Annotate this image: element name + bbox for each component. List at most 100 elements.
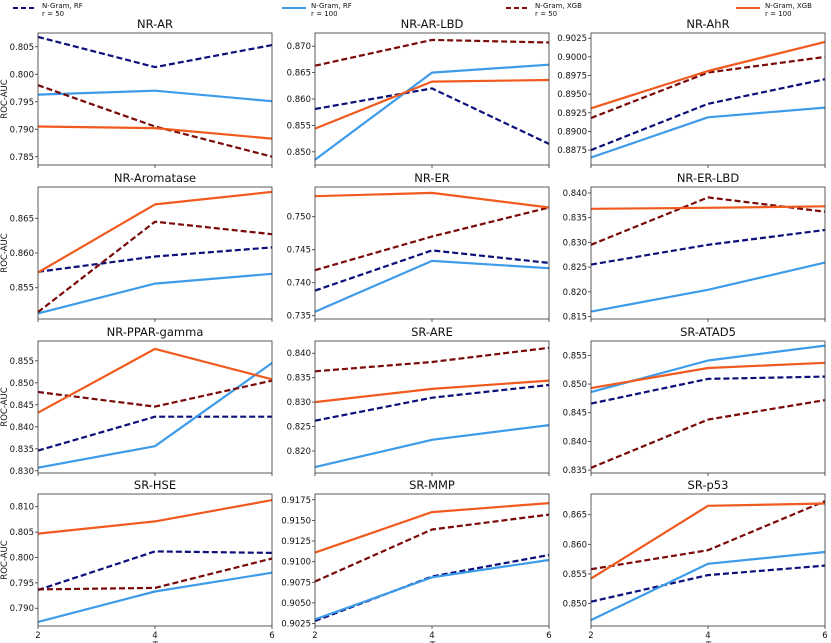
y-tick-label: 0.9025 <box>281 620 311 630</box>
subplot-nr-ppar-gamma: NR-PPAR-gamma 0.830 0.835 0.840 0.845 0.850 0.… <box>0 325 273 477</box>
series-line <box>37 379 273 408</box>
legend-label: N-Gram, XGB <box>765 2 812 10</box>
series-line <box>37 415 272 452</box>
series-line <box>37 125 273 140</box>
series-line <box>37 89 273 103</box>
y-axis-label: ROC-AUC <box>0 79 10 118</box>
y-tick-label: 0.9100 <box>281 558 311 568</box>
y-tick-label: 0.8950 <box>557 90 587 100</box>
y-tick-label: 0.8925 <box>557 109 587 119</box>
y-tick-label: 0.835 <box>287 374 311 384</box>
series-line <box>590 40 826 110</box>
x-tick-label: 6 <box>269 631 274 641</box>
y-tick-label: 0.840 <box>287 349 311 359</box>
subplot-nr-ar-lbd: NR-AR-LBD 0.850 0.855 0.860 0.865 0.870 <box>287 17 550 168</box>
series-line <box>37 571 273 623</box>
y-axis-label: ROC-AUC <box>0 540 10 579</box>
subplot-sr-are: SR-ARE 0.820 0.825 0.830 0.835 0.840 <box>287 325 550 476</box>
legend-sub: r = 100 <box>765 10 792 18</box>
series-line <box>37 35 273 69</box>
x-tick-label: 4 <box>705 631 710 641</box>
y-tick-label: 0.855 <box>563 570 587 580</box>
y-tick-label: 0.825 <box>287 423 311 433</box>
y-axis-label: ROC-AUC <box>0 233 10 272</box>
subplot-title: NR-AhR <box>686 17 729 31</box>
series-line <box>314 38 550 67</box>
series-line <box>590 375 826 405</box>
series-line <box>314 383 550 422</box>
legend-sub: r = 50 <box>535 10 558 18</box>
series-line <box>37 347 273 414</box>
series-line <box>314 206 550 272</box>
subplot-title: SR-ARE <box>411 325 453 339</box>
x-axis-label: T <box>152 641 159 643</box>
y-tick-label: 0.840 <box>563 189 587 199</box>
legend-label: N-Gram, RF <box>311 2 352 10</box>
series-line <box>590 55 826 120</box>
y-tick-label: 0.840 <box>563 437 587 447</box>
x-axis-label: T <box>429 641 436 643</box>
series-line <box>37 550 273 592</box>
y-tick-label: 0.835 <box>563 214 587 224</box>
series-line <box>590 500 826 571</box>
y-tick-label: 0.800 <box>10 70 34 80</box>
legend-swatch-rf-50 <box>13 7 37 9</box>
series-line <box>314 558 550 621</box>
y-tick-label: 0.860 <box>10 249 34 259</box>
legend-label: N-Gram, RF <box>42 2 83 10</box>
x-tick-label: 4 <box>152 631 157 641</box>
series-line <box>590 564 826 603</box>
y-tick-label: 0.820 <box>287 447 311 457</box>
plot-frame <box>314 32 550 166</box>
y-tick-label: 0.865 <box>563 511 587 521</box>
series-line <box>590 78 826 152</box>
subplot-title: SR-MMP <box>409 478 455 492</box>
series-line <box>314 424 550 469</box>
series-line <box>314 63 550 161</box>
series-line <box>37 84 273 158</box>
legend-swatch-xgb-50 <box>506 7 530 9</box>
y-tick-label: 0.9050 <box>281 599 311 609</box>
series-line <box>590 196 826 246</box>
subplot-nr-ar: NR-AR 0.785 0.790 0.795 0.800 0.805 ROC-AUC <box>0 17 273 168</box>
subplot-title: NR-AR-LBD <box>401 17 464 31</box>
plot-frame <box>314 186 550 320</box>
subplot-sr-p53: SR-p53 0.850 0.855 0.860 0.865 2 4 6 T <box>563 478 828 643</box>
y-tick-label: 0.855 <box>10 357 34 367</box>
plot-frame <box>590 493 826 627</box>
series-line <box>590 261 826 313</box>
series-line <box>37 246 273 273</box>
y-tick-label: 0.740 <box>287 279 311 289</box>
series-line <box>314 379 550 404</box>
y-tick-label: 0.815 <box>563 313 587 323</box>
series-line <box>314 87 550 145</box>
series-line <box>590 205 826 210</box>
y-tick-label: 0.865 <box>287 69 311 79</box>
series-line <box>590 550 826 622</box>
series-line <box>590 399 826 469</box>
series-line <box>37 190 273 274</box>
subplot-nr-er: NR-ER 0.735 0.740 0.745 0.750 <box>287 171 550 322</box>
y-tick-label: 0.850 <box>287 148 311 158</box>
y-tick-label: 0.790 <box>10 604 34 614</box>
y-tick-label: 0.830 <box>10 467 34 477</box>
y-tick-label: 0.9075 <box>281 578 311 588</box>
subplot-nr-er-lbd: NR-ER-LBD 0.815 0.820 0.825 0.830 0.835 0.840 <box>563 171 826 323</box>
y-tick-label: 0.850 <box>563 380 587 390</box>
y-tick-label: 0.785 <box>10 153 34 163</box>
y-tick-label: 0.820 <box>563 288 587 298</box>
x-tick-label: 6 <box>546 631 551 641</box>
y-tick-label: 0.865 <box>10 214 34 224</box>
series-line <box>590 502 826 580</box>
subplot-title: NR-PPAR-gamma <box>107 325 204 339</box>
plot-frame <box>314 340 550 474</box>
legend-sub: r = 50 <box>42 10 65 18</box>
subplot-title: SR-HSE <box>134 478 176 492</box>
subplot-title: NR-AR <box>137 17 173 31</box>
y-tick-label: 0.860 <box>563 540 587 550</box>
x-tick-label: 2 <box>588 631 593 641</box>
y-tick-label: 0.810 <box>10 503 34 513</box>
y-tick-label: 0.835 <box>563 466 587 476</box>
x-tick-label: 2 <box>312 631 317 641</box>
